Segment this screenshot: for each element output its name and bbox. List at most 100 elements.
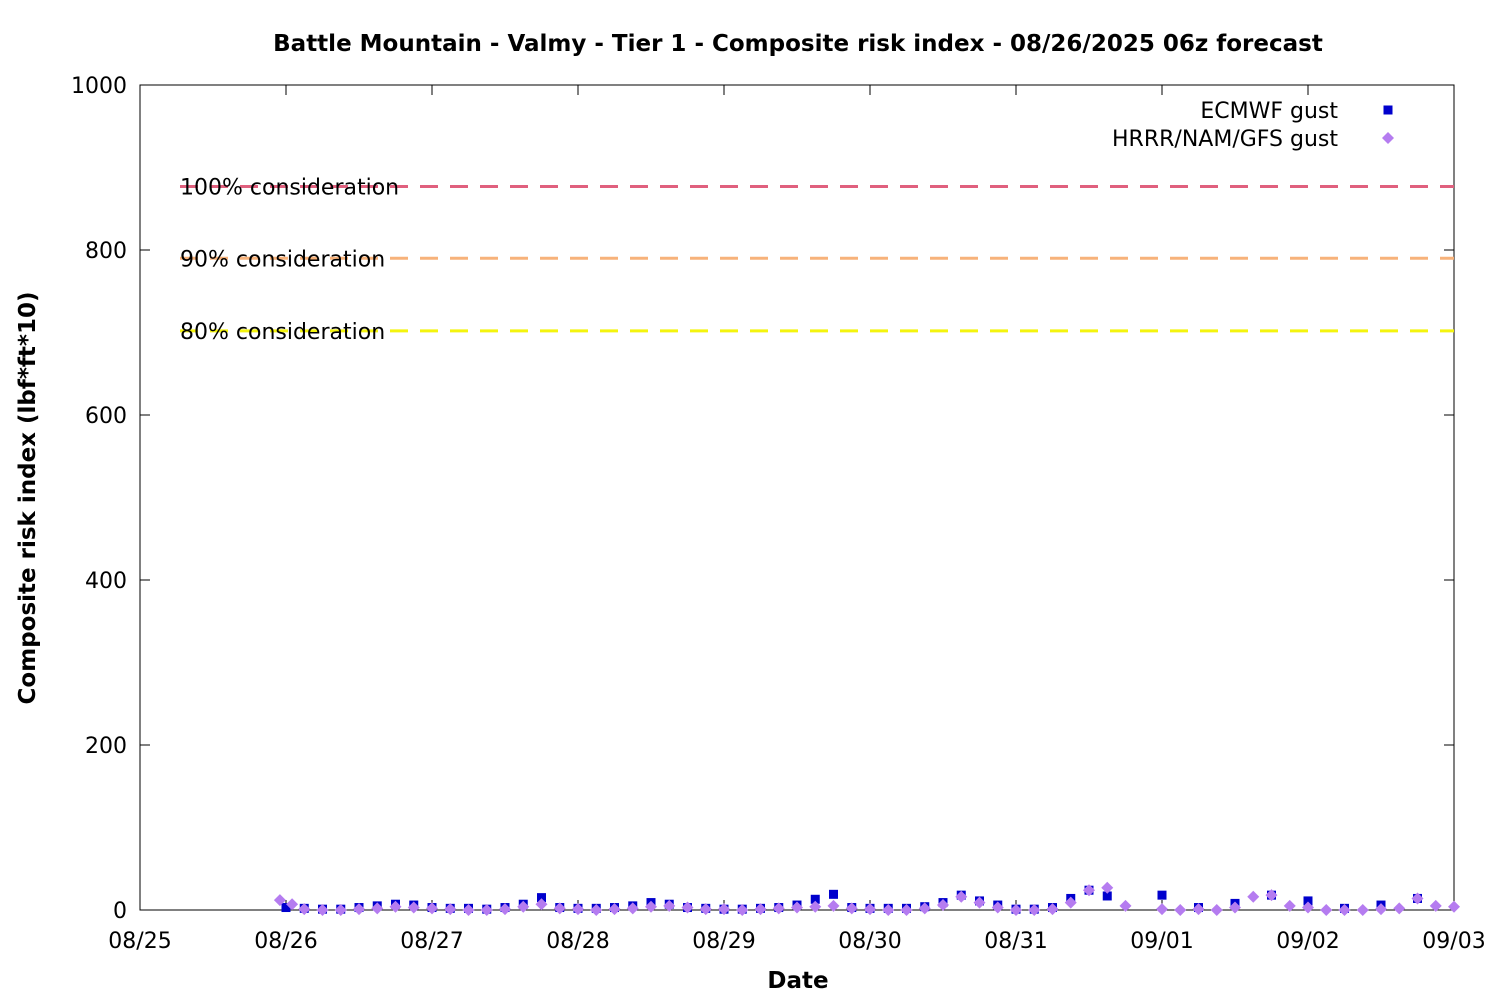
data-point [553,902,566,915]
data-point [810,894,820,904]
data-point [1174,904,1187,916]
data-point [1010,904,1022,916]
data-point [1101,881,1114,894]
y-tick-label: 400 [85,569,127,594]
data-point [918,902,931,915]
x-tick-label: 09/02 [1276,929,1339,954]
data-point [608,903,621,916]
data-point [1393,902,1406,915]
data-point [991,901,1004,914]
y-axis-label: Composite risk index (lbf*ft*10) [15,292,41,705]
data-point [286,898,299,911]
data-point [772,902,785,915]
x-tick-label: 08/28 [546,929,609,954]
threshold-label: 90% consideration [180,247,385,272]
data-point [937,899,949,912]
data-point [499,903,511,916]
data-point [1210,904,1223,916]
data-point [718,903,730,916]
data-point [1429,899,1442,912]
data-point [1302,901,1314,914]
data-point [829,889,838,899]
y-tick-label: 0 [113,899,127,924]
data-point [663,899,676,912]
x-axis-label: Date [767,968,828,994]
data-point [462,904,475,916]
x-tick-label: 08/26 [254,929,317,954]
data-point [754,903,767,916]
legend-marker [1382,132,1394,144]
data-point [1192,903,1205,916]
data-point [353,903,365,916]
data-point [1102,891,1112,901]
threshold-label: 80% consideration [180,320,385,345]
data-point [809,900,822,913]
data-point [590,904,603,916]
data-point [1375,903,1387,916]
data-point [1411,892,1424,905]
data-point [426,902,438,915]
data-point [699,903,712,916]
series-hrrr-nam-gfs-gust [273,881,1460,916]
data-point [281,903,291,913]
y-tick-label: 600 [85,404,127,429]
data-point [1083,884,1095,897]
data-point [645,900,657,913]
data-point [626,902,639,915]
data-point [517,900,530,913]
legend-label: ECMWF gust [1200,99,1338,124]
data-point [480,904,493,916]
data-point [572,903,584,916]
data-point [535,898,548,911]
x-tick-label: 08/25 [108,929,171,954]
x-tick-label: 08/27 [400,929,463,954]
data-point [1356,904,1369,916]
x-tick-label: 08/31 [984,929,1047,954]
data-point [882,904,895,916]
x-tick-label: 09/03 [1422,929,1485,954]
data-point [1229,901,1241,914]
data-point [1064,896,1077,909]
data-point [1046,903,1059,916]
data-point [681,901,694,914]
chart-title: Battle Mountain - Valmy - Tier 1 - Compo… [273,31,1323,57]
data-point [1028,904,1041,916]
data-point [1303,896,1313,906]
data-point [371,902,384,915]
threshold-label: 100% consideration [180,175,399,200]
data-point [1156,903,1168,916]
data-point [407,901,420,914]
x-tick-label: 09/01 [1130,929,1193,954]
data-point [1247,890,1260,903]
data-point [864,903,876,916]
data-point [1320,904,1333,916]
data-point [316,904,329,916]
data-point [1338,904,1351,916]
x-tick-label: 08/30 [838,929,901,954]
data-point [298,903,311,916]
y-tick-label: 1000 [71,74,127,99]
legend-marker [1383,105,1393,115]
data-point [1448,900,1460,913]
data-point [900,904,913,916]
data-point [791,901,803,914]
data-point [845,902,858,915]
data-point [1119,899,1132,912]
y-tick-label: 200 [85,734,127,759]
y-tick-label: 800 [85,239,127,264]
data-point [537,893,546,903]
plot-area: 0 200 400 600 800 1000 08/25 08/26 08/27 08/28 08/… [71,74,1486,954]
data-point [389,900,402,913]
data-point [955,890,968,903]
data-point [827,899,840,912]
data-point [1157,890,1167,900]
data-point [1283,899,1296,912]
x-tick-label: 08/29 [692,929,755,954]
legend-label: HRRR/NAM/GFS gust [1112,127,1338,152]
data-point [444,903,457,916]
data-point [273,894,286,907]
data-point [736,904,749,916]
data-point [1265,889,1278,902]
